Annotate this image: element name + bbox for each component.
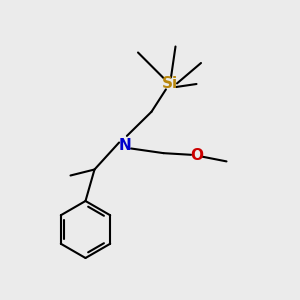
Text: O: O <box>190 148 203 164</box>
Text: Si: Si <box>161 76 178 92</box>
Text: N: N <box>118 138 131 153</box>
